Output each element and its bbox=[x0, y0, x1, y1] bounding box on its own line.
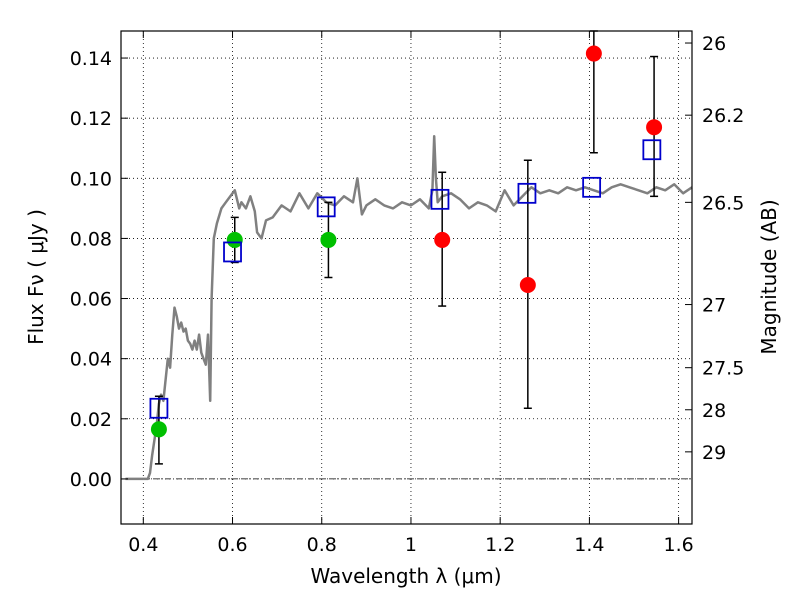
x-tick-label: 0.4 bbox=[128, 534, 158, 556]
error-bars bbox=[154, 30, 659, 465]
right-tick-label: 26 bbox=[702, 33, 726, 55]
right-tick-labels: 26 26.2 26.5 27 27.5 28 29 bbox=[702, 33, 744, 464]
model-flux-square bbox=[316, 196, 336, 218]
right-tick-label: 26.5 bbox=[702, 192, 744, 214]
data-point bbox=[226, 231, 243, 248]
spectrum-line bbox=[125, 134, 693, 481]
right-tick-label: 28 bbox=[702, 400, 726, 422]
y-tick-labels: 0.00 0.02 0.04 0.06 0.08 0.10 0.12 0.14 bbox=[70, 48, 112, 491]
data-point bbox=[646, 119, 663, 136]
y-tick-label: 0.06 bbox=[70, 289, 112, 311]
right-tick-label: 27 bbox=[702, 295, 726, 317]
model-flux-square bbox=[642, 139, 662, 161]
data-point bbox=[150, 421, 167, 438]
x-axis-label: Wavelength λ (μm) bbox=[310, 564, 501, 588]
y-tick-label: 0.02 bbox=[70, 409, 112, 431]
model-flux-square bbox=[149, 397, 169, 419]
plot-frame bbox=[120, 30, 693, 525]
y-tick-label: 0.14 bbox=[70, 48, 112, 70]
data-point bbox=[320, 231, 337, 248]
y-tick-label: 0.00 bbox=[70, 469, 112, 491]
x-tick-label: 1.2 bbox=[485, 534, 515, 556]
y-tick-label: 0.04 bbox=[70, 349, 112, 371]
x-tick-label: 1.4 bbox=[574, 534, 604, 556]
x-tick-label: 1.6 bbox=[664, 534, 694, 556]
model-flux-square bbox=[517, 182, 537, 204]
axis-ticks bbox=[121, 31, 692, 524]
data-point bbox=[434, 231, 451, 248]
y-tick-label: 0.10 bbox=[70, 168, 112, 190]
y-tick-label: 0.12 bbox=[70, 108, 112, 130]
x-tick-label: 0.8 bbox=[307, 534, 337, 556]
right-axis-label: Magnitude (AB) bbox=[757, 199, 781, 354]
y-tick-label: 0.08 bbox=[70, 228, 112, 250]
data-point bbox=[585, 45, 602, 62]
right-tick-label: 29 bbox=[702, 442, 726, 464]
model-flux-square bbox=[582, 176, 602, 198]
data-markers bbox=[149, 45, 663, 438]
x-tick-label: 1 bbox=[405, 534, 417, 556]
x-tick-label: 0.6 bbox=[217, 534, 247, 556]
x-tick-labels: 0.4 0.6 0.8 1 1.2 1.4 1.6 bbox=[128, 534, 694, 556]
grid-lines bbox=[121, 31, 692, 524]
y-axis-label: Flux Fν ( μJy ) bbox=[24, 209, 48, 345]
model-flux-square bbox=[223, 241, 242, 263]
model-spectrum bbox=[125, 134, 693, 481]
model-flux-square bbox=[430, 188, 450, 210]
data-point bbox=[519, 277, 536, 294]
right-tick-label: 26.2 bbox=[702, 105, 744, 127]
right-tick-label: 27.5 bbox=[702, 358, 744, 380]
